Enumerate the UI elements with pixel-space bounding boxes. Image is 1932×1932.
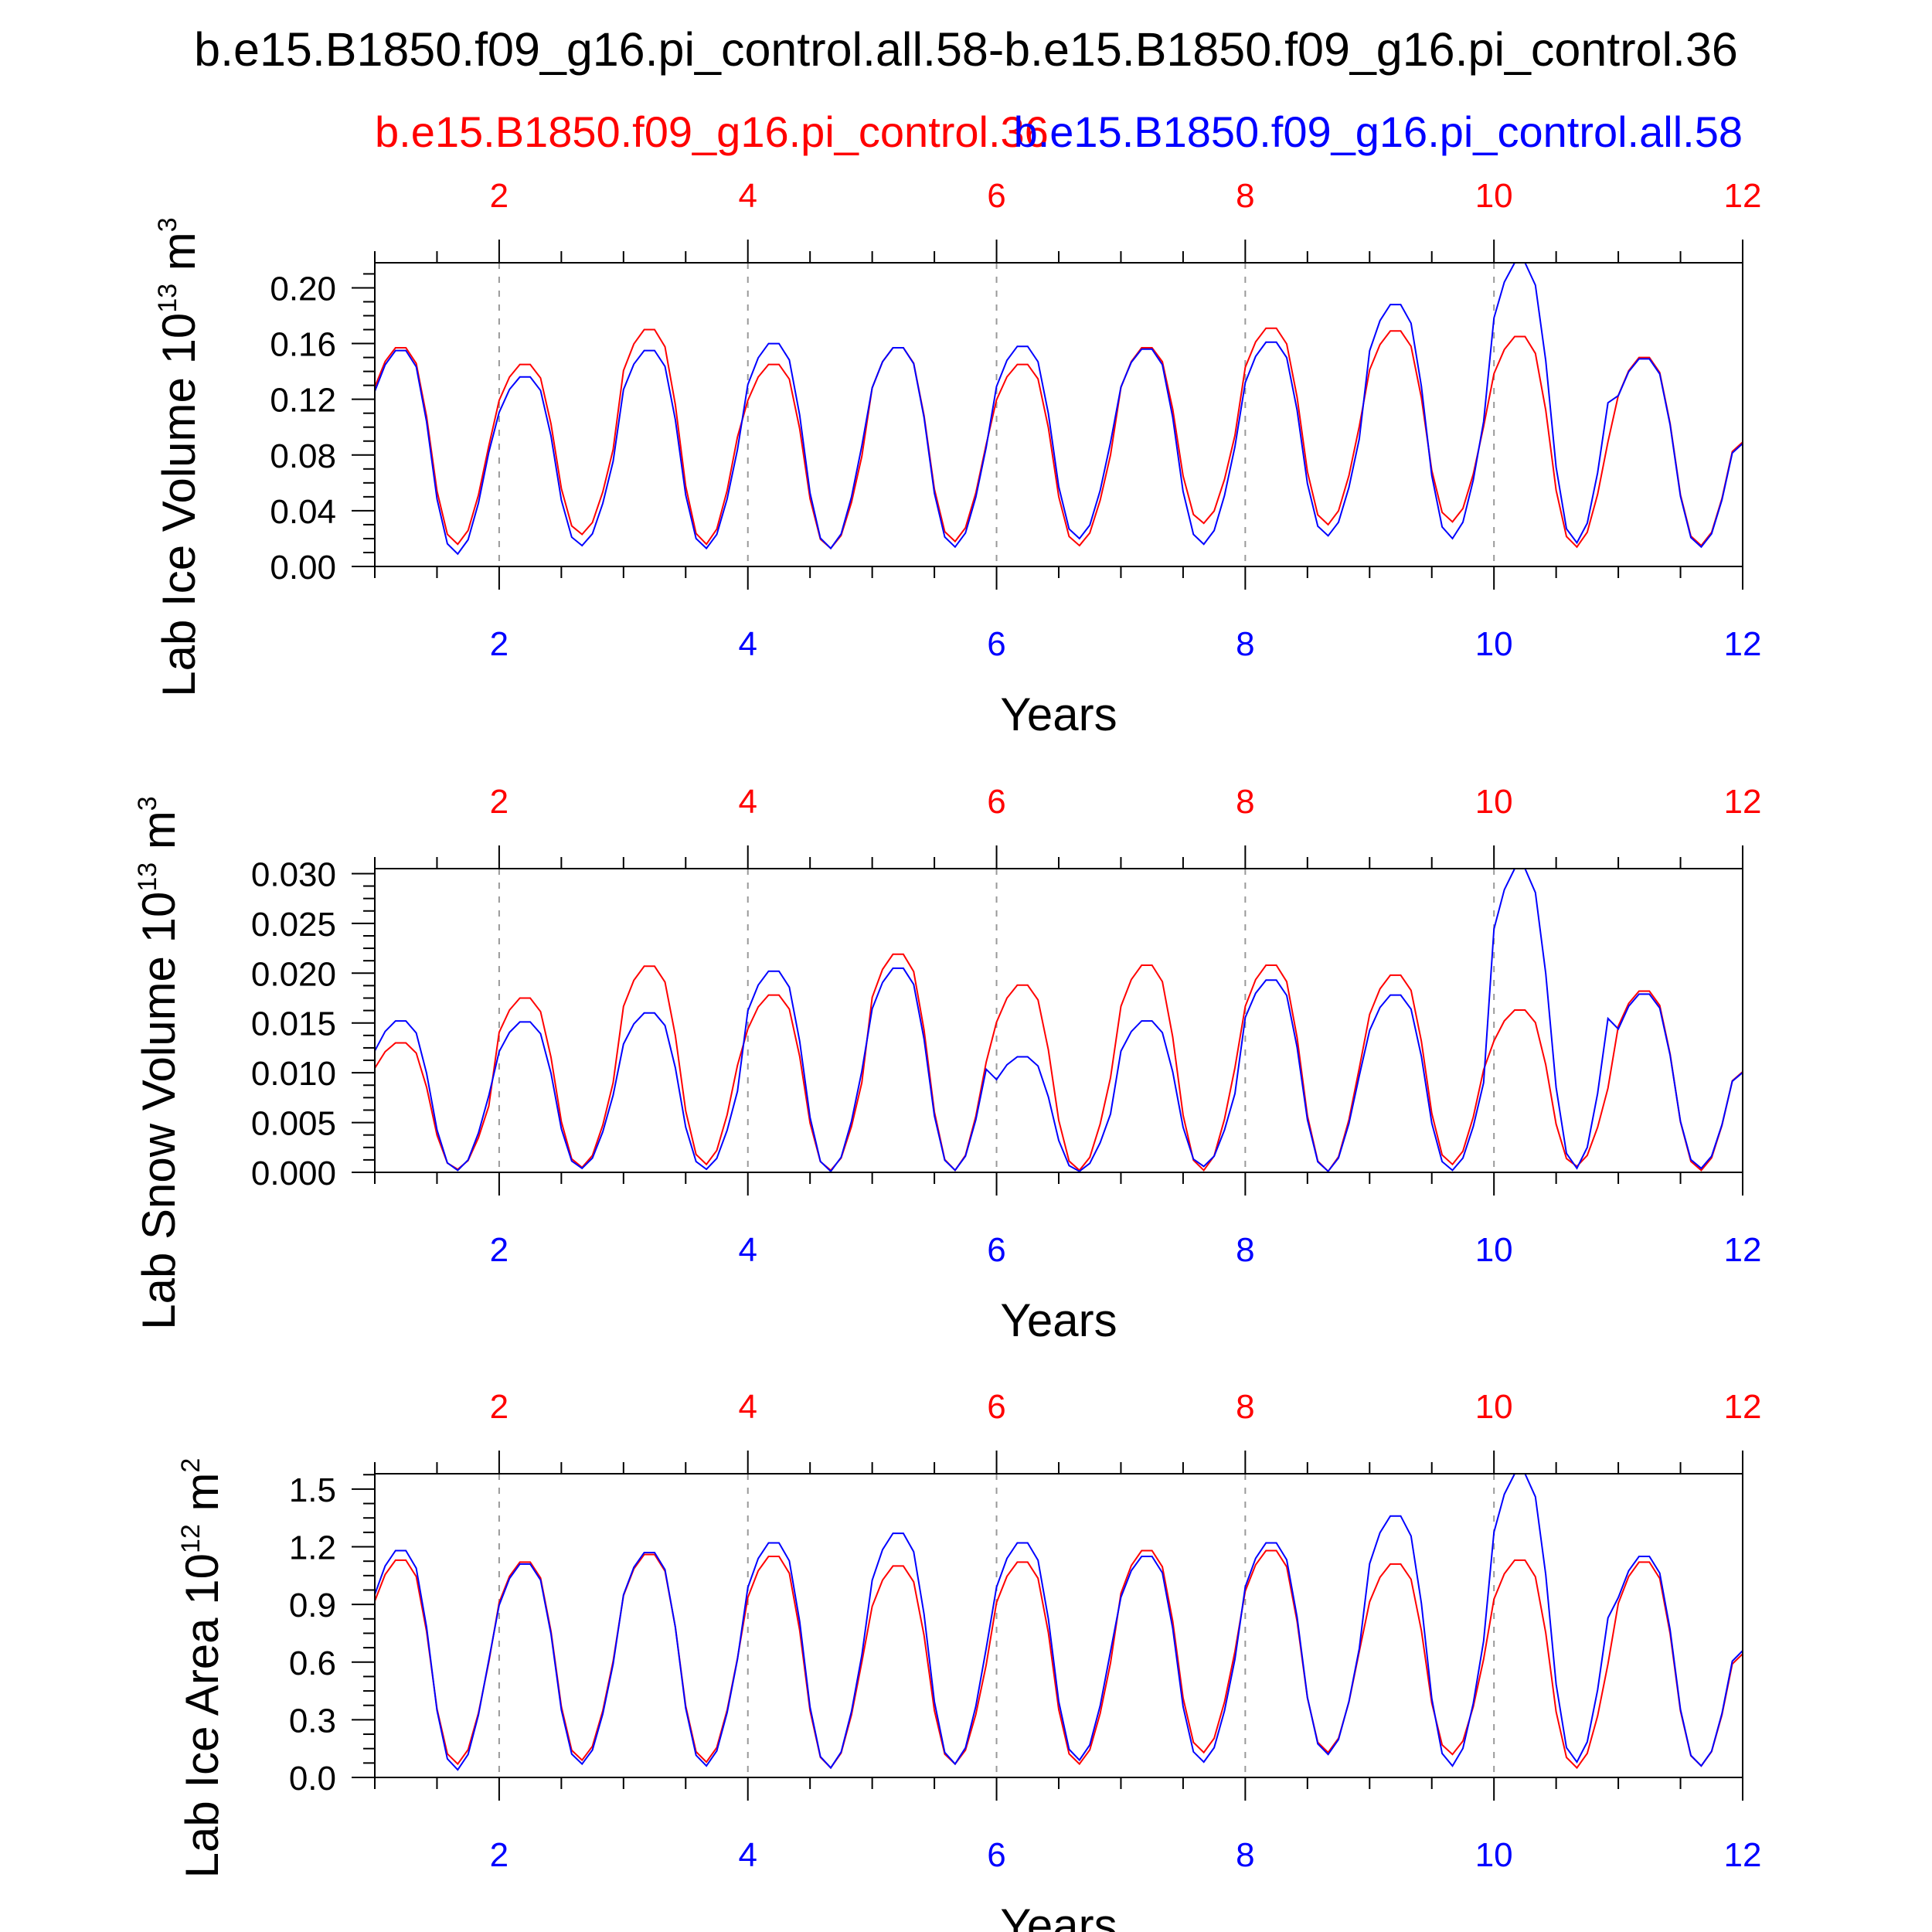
x-tick-label-top: 6 (987, 783, 1005, 821)
plot-frame (374, 1473, 1743, 1778)
y-axis-title: Lab Snow Volume 1013 m3 (133, 796, 185, 1329)
x-tick-label-bottom: 4 (738, 1836, 757, 1874)
x-tick-label-top: 4 (738, 1388, 757, 1426)
x-tick-label-top: 8 (1236, 1388, 1254, 1426)
series-line-blue (374, 1473, 1743, 1771)
x-tick-label-bottom: 10 (1475, 1836, 1513, 1874)
x-tick-label-bottom: 12 (1724, 1231, 1762, 1269)
x-tick-label-bottom: 6 (987, 625, 1005, 663)
x-tick-label-bottom: 10 (1475, 625, 1513, 663)
y-tick-label: 0.010 (251, 1055, 336, 1093)
y-tick-label: 0.12 (270, 382, 336, 420)
x-tick-label-top: 6 (987, 1388, 1005, 1426)
x-tick-label-bottom: 8 (1236, 1836, 1254, 1874)
y-tick-label: 0.04 (270, 493, 336, 531)
x-tick-label-bottom: 12 (1724, 625, 1762, 663)
x-tick-label-top: 4 (738, 783, 757, 821)
plot-frame (374, 262, 1743, 567)
x-tick-label-top: 6 (987, 177, 1005, 215)
panel-2: 2 2 4 4 6 6 8 8 10 10 12 12 0.000 0.005 0.010 0.015 0.02… (133, 783, 1761, 1346)
series-line-blue (374, 868, 1743, 1173)
y-tick-label: 0.20 (270, 270, 336, 308)
x-tick-label-top: 12 (1724, 177, 1762, 215)
figure-title: b.e15.B1850.f09_g16.pi_control.all.58-b.… (194, 23, 1738, 76)
y-tick-label: 0.3 (289, 1702, 336, 1740)
y-tick-label: 0.08 (270, 437, 336, 475)
x-tick-label-top: 8 (1236, 783, 1254, 821)
x-tick-label-bottom: 10 (1475, 1231, 1513, 1269)
x-tick-label-bottom: 6 (987, 1836, 1005, 1874)
x-tick-label-bottom: 8 (1236, 625, 1254, 663)
y-tick-label: 0.0 (289, 1760, 336, 1798)
y-tick-label: 0.020 (251, 955, 336, 993)
y-tick-label: 0.005 (251, 1105, 336, 1143)
y-tick-label: 1.2 (289, 1529, 336, 1567)
y-tick-label: 0.025 (251, 906, 336, 944)
x-tick-label-top: 12 (1724, 1388, 1762, 1426)
x-tick-label-bottom: 2 (490, 1836, 509, 1874)
y-tick-label: 1.5 (289, 1471, 336, 1509)
subtitle-right: b.e15.B1850.f09_g16.pi_control.all.58 (1014, 107, 1743, 156)
y-tick-label: 0.015 (251, 1005, 336, 1043)
x-axis-title: Years (1000, 1900, 1117, 1932)
x-axis-title: Years (1000, 689, 1117, 740)
y-tick-label: 0.16 (270, 326, 336, 364)
x-tick-label-top: 12 (1724, 783, 1762, 821)
x-tick-label-top: 10 (1475, 177, 1513, 215)
y-tick-label: 0.000 (251, 1155, 336, 1192)
x-tick-label-bottom: 6 (987, 1231, 1005, 1269)
x-axis-title: Years (1000, 1294, 1117, 1346)
y-tick-label: 0.030 (251, 855, 336, 893)
series-line-red (374, 953, 1743, 1173)
x-tick-label-bottom: 4 (738, 1231, 757, 1269)
x-tick-label-top: 2 (490, 177, 509, 215)
y-axis-title: Lab Ice Area 1012 m2 (176, 1458, 228, 1879)
series-line-blue (374, 262, 1743, 556)
panels: 22446688101012120.000.040.080.120.160.20… (133, 177, 1761, 1932)
x-tick-label-bottom: 8 (1236, 1231, 1254, 1269)
series-line-red (374, 1549, 1743, 1770)
x-tick-label-top: 10 (1475, 783, 1513, 821)
y-tick-label: 0.00 (270, 549, 336, 587)
x-tick-label-bottom: 2 (490, 1231, 509, 1269)
x-tick-label-bottom: 12 (1724, 1836, 1762, 1874)
panel-1: 2 2 4 4 6 6 8 8 10 10 12 12 0.00 0.04 0.08 0.12 0.16 0.20… (153, 177, 1761, 740)
y-tick-label: 0.6 (289, 1645, 336, 1682)
x-tick-label-top: 10 (1475, 1388, 1513, 1426)
x-tick-label-top: 2 (490, 1388, 509, 1426)
subtitle-left: b.e15.B1850.f09_g16.pi_control.36 (375, 107, 1049, 156)
series-line-red (374, 327, 1743, 550)
x-tick-label-top: 2 (490, 783, 509, 821)
x-tick-label-top: 4 (738, 177, 757, 215)
x-tick-label-bottom: 4 (738, 625, 757, 663)
x-tick-label-top: 8 (1236, 177, 1254, 215)
x-tick-label-bottom: 2 (490, 625, 509, 663)
y-tick-label: 0.9 (289, 1587, 336, 1624)
panel-3: 2 2 4 4 6 6 8 8 10 10 12 12 0.0 0.3 0.6 0.9 1.2 1.5 Years L… (176, 1388, 1761, 1932)
y-axis-title: Lab Ice Volume 1013 m3 (153, 217, 205, 696)
